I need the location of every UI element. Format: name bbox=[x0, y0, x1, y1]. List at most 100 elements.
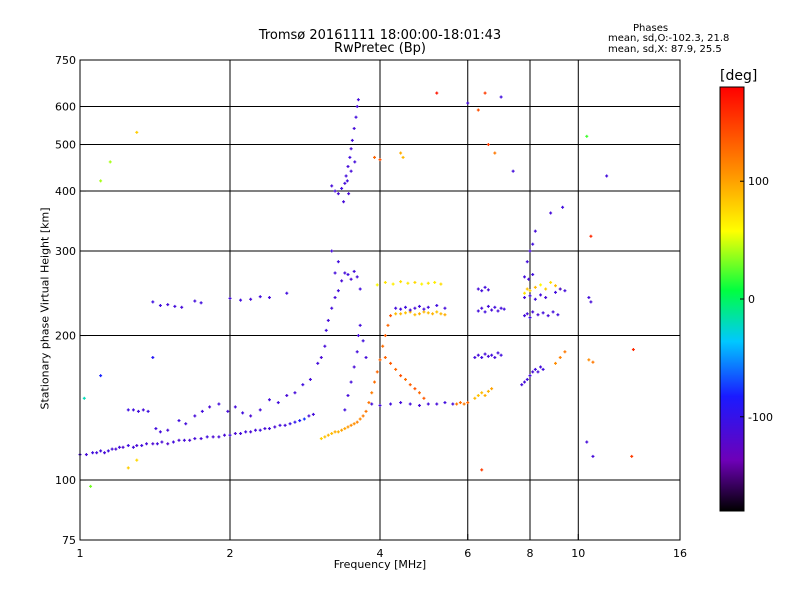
data-point bbox=[340, 428, 344, 432]
data-point bbox=[476, 309, 480, 313]
data-point bbox=[319, 437, 323, 441]
data-point bbox=[226, 409, 230, 413]
data-point bbox=[253, 428, 257, 432]
data-point bbox=[136, 409, 140, 413]
data-point bbox=[523, 291, 527, 295]
data-point bbox=[383, 334, 387, 338]
data-point bbox=[525, 312, 529, 316]
data-point bbox=[323, 435, 327, 439]
data-point bbox=[378, 358, 382, 362]
data-point bbox=[263, 427, 267, 431]
data-point bbox=[84, 453, 88, 457]
data-point bbox=[399, 280, 403, 284]
data-point bbox=[151, 355, 155, 359]
data-point bbox=[95, 451, 99, 455]
data-point bbox=[103, 451, 107, 455]
data-point bbox=[184, 422, 188, 426]
data-point bbox=[483, 394, 487, 398]
data-point bbox=[531, 273, 535, 277]
data-point bbox=[135, 130, 139, 134]
data-point bbox=[258, 408, 262, 412]
data-point bbox=[458, 401, 462, 405]
data-point bbox=[499, 306, 503, 310]
data-point bbox=[228, 433, 232, 437]
data-point bbox=[361, 414, 365, 418]
data-point bbox=[356, 98, 360, 102]
data-point bbox=[533, 367, 537, 371]
data-point bbox=[483, 352, 487, 356]
data-point bbox=[343, 408, 347, 412]
data-point bbox=[375, 283, 379, 287]
data-point bbox=[417, 403, 421, 407]
data-point bbox=[435, 303, 439, 307]
data-point bbox=[199, 437, 203, 441]
data-point bbox=[177, 419, 181, 423]
data-point bbox=[158, 430, 162, 434]
data-point bbox=[591, 454, 595, 458]
data-point bbox=[520, 383, 524, 387]
data-point bbox=[145, 442, 149, 446]
data-point bbox=[131, 445, 135, 449]
data-point bbox=[326, 433, 330, 437]
data-point bbox=[352, 422, 356, 426]
data-point bbox=[406, 281, 410, 285]
data-point bbox=[556, 313, 560, 317]
data-point bbox=[352, 365, 356, 369]
data-point bbox=[605, 174, 609, 178]
data-point bbox=[249, 430, 253, 434]
data-point bbox=[343, 271, 347, 275]
data-point bbox=[483, 285, 487, 289]
x-tick-label: 10 bbox=[571, 547, 585, 560]
data-point bbox=[349, 277, 353, 281]
data-point bbox=[288, 422, 292, 426]
y-tick-label: 100 bbox=[55, 474, 76, 487]
data-point bbox=[330, 432, 334, 436]
data-point bbox=[451, 402, 455, 406]
data-point bbox=[345, 179, 349, 183]
data-point bbox=[364, 409, 368, 413]
data-point bbox=[466, 401, 470, 405]
data-point bbox=[344, 174, 348, 178]
data-point bbox=[502, 307, 506, 311]
data-point bbox=[319, 355, 323, 359]
data-point bbox=[422, 396, 426, 400]
data-point bbox=[536, 370, 540, 374]
data-point bbox=[399, 151, 403, 155]
data-point bbox=[585, 134, 589, 138]
data-point bbox=[417, 312, 421, 316]
data-point bbox=[378, 158, 382, 162]
y-tick-label: 400 bbox=[55, 185, 76, 198]
data-point bbox=[630, 454, 634, 458]
data-point bbox=[394, 306, 398, 310]
data-point bbox=[358, 287, 362, 291]
data-point bbox=[285, 291, 289, 295]
data-point bbox=[353, 160, 357, 164]
data-point bbox=[408, 402, 412, 406]
data-point bbox=[342, 200, 346, 204]
data-point bbox=[558, 287, 562, 291]
x-tick-label: 1 bbox=[77, 547, 84, 560]
data-point bbox=[126, 408, 130, 412]
data-point bbox=[355, 275, 359, 279]
data-point bbox=[486, 354, 490, 358]
data-point bbox=[408, 383, 412, 387]
data-point bbox=[180, 305, 184, 309]
data-point bbox=[408, 308, 412, 312]
data-point bbox=[536, 313, 540, 317]
data-point bbox=[330, 184, 334, 188]
data-point bbox=[283, 423, 287, 427]
data-point bbox=[525, 377, 529, 381]
data-point bbox=[346, 164, 350, 168]
x-tick-label: 4 bbox=[377, 547, 384, 560]
data-point bbox=[403, 377, 407, 381]
data-point bbox=[307, 414, 311, 418]
data-point bbox=[193, 299, 197, 303]
data-point bbox=[355, 420, 359, 424]
data-point bbox=[523, 380, 527, 384]
y-tick-label: 300 bbox=[55, 245, 76, 258]
data-point bbox=[244, 430, 248, 434]
data-point bbox=[354, 115, 358, 119]
data-point bbox=[531, 242, 535, 246]
data-point bbox=[523, 275, 527, 279]
data-point bbox=[466, 101, 470, 105]
